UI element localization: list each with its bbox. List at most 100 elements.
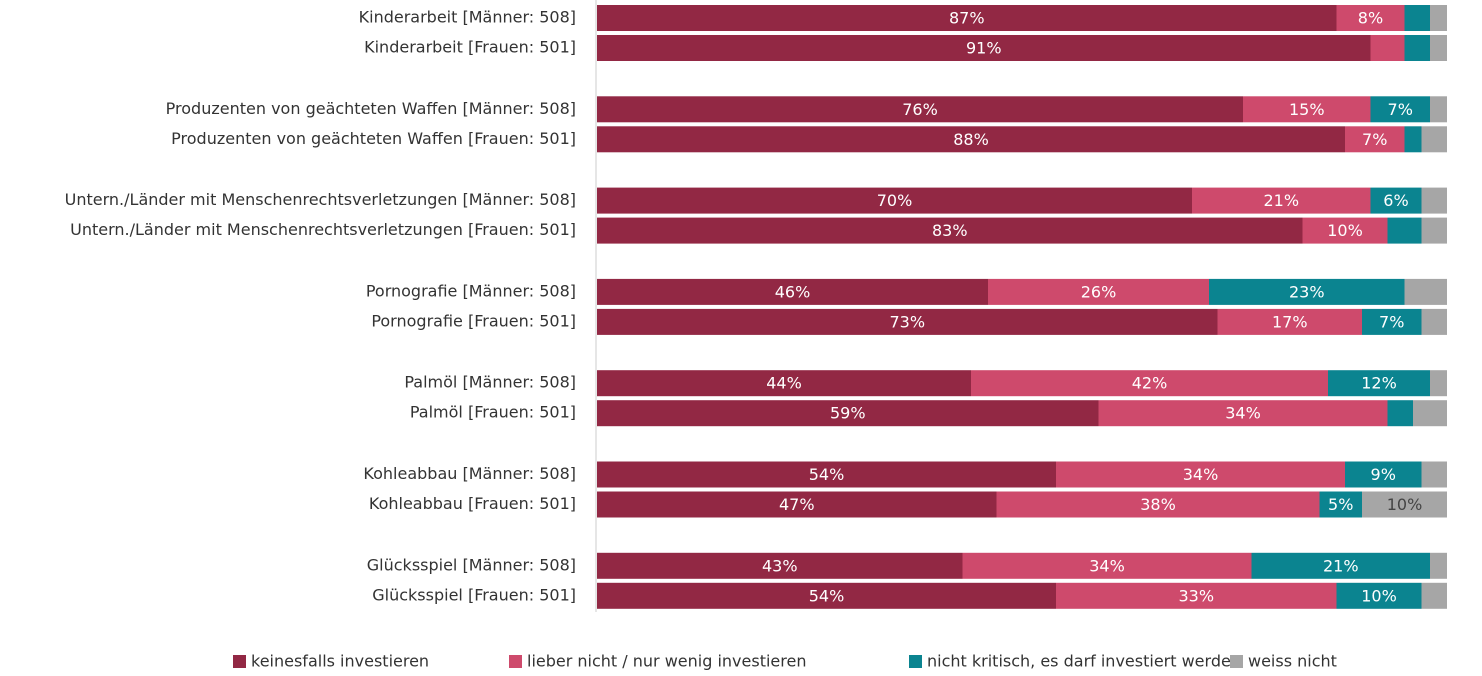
bar-segment: [1192, 187, 1371, 214]
bar-segment: [1251, 552, 1430, 579]
legend-label: lieber nicht / nur wenig investieren: [527, 652, 806, 671]
bar-segment: [597, 187, 1192, 214]
bar-segment: [597, 552, 963, 579]
bar-segment: [1336, 5, 1405, 31]
value-label: 54%: [809, 465, 845, 484]
bar-segment: [597, 96, 1243, 123]
value-label: 70%: [877, 191, 913, 210]
category-label: Kinderarbeit [Männer: 508]: [359, 8, 576, 27]
value-label: 83%: [932, 221, 968, 240]
bar-segment: [1430, 370, 1447, 397]
bar-segment: [971, 370, 1328, 397]
bar-segment: [1319, 491, 1362, 518]
bar-segment: [597, 582, 1056, 609]
bar-segment: [1336, 582, 1422, 609]
bar-segment: [1243, 96, 1371, 123]
bar-segment: [1430, 552, 1447, 579]
value-label: 47%: [779, 495, 815, 514]
value-label: 23%: [1289, 282, 1325, 301]
legend-swatch: [509, 655, 522, 668]
bar-segment: [597, 217, 1303, 244]
bar-segment: [597, 400, 1099, 427]
bar-segment: [1421, 217, 1447, 244]
bar-segment: [1421, 582, 1447, 609]
bar-segment: [1430, 96, 1447, 123]
bar-segment: [1056, 582, 1337, 609]
category-label: Produzenten von geächteten Waffen [Fraue…: [171, 129, 576, 148]
bar-segment: [1345, 461, 1422, 488]
value-label: 76%: [902, 100, 938, 119]
bar-segment: [597, 491, 997, 518]
bar-segment: [1404, 5, 1430, 31]
legend-label: nicht kritisch, es darf investiert werde…: [927, 652, 1241, 671]
value-label: 21%: [1263, 191, 1299, 210]
bar-segment: [1302, 217, 1388, 244]
bar-segment: [597, 461, 1056, 488]
value-label: 91%: [966, 39, 1002, 58]
bar-segment: [1328, 370, 1430, 397]
bar-segment: [1098, 400, 1388, 427]
value-label: 34%: [1225, 404, 1261, 423]
value-label: 21%: [1323, 556, 1359, 575]
value-label: 33%: [1178, 586, 1214, 605]
category-label: Kohleabbau [Männer: 508]: [363, 464, 576, 483]
value-label: 9%: [1371, 465, 1396, 484]
value-label: 34%: [1183, 465, 1219, 484]
value-label: 54%: [809, 586, 845, 605]
bar-segment: [597, 308, 1218, 335]
bar-segment: [1387, 400, 1413, 427]
value-label: 42%: [1132, 374, 1168, 393]
value-label: 59%: [830, 404, 866, 423]
bar-segment: [1430, 5, 1447, 31]
bar-segment: [988, 278, 1209, 305]
value-label: 10%: [1387, 495, 1423, 514]
category-label: Untern./Länder mit Menschenrechtsverletz…: [70, 220, 576, 239]
bar-segment: [962, 552, 1252, 579]
value-label: 88%: [953, 130, 989, 149]
bar-segment: [996, 491, 1320, 518]
category-label: Kinderarbeit [Frauen: 501]: [364, 38, 576, 57]
legend-label: keinesfalls investieren: [251, 652, 429, 671]
bar-segment: [597, 5, 1337, 31]
value-label: 44%: [766, 374, 802, 393]
bar-segment: [1209, 278, 1405, 305]
bar-segment: [1413, 400, 1447, 427]
legend-swatch: [1230, 655, 1243, 668]
bar-segment: [1370, 187, 1422, 214]
bar-segment: [1387, 217, 1422, 244]
value-label: 7%: [1362, 130, 1387, 149]
value-label: 17%: [1272, 312, 1308, 331]
legend-label: weiss nicht: [1248, 652, 1337, 671]
bar-segment: [597, 370, 971, 397]
bar-segment: [1345, 126, 1405, 153]
value-label: 38%: [1140, 495, 1176, 514]
value-label: 10%: [1361, 586, 1397, 605]
value-label: 73%: [889, 312, 925, 331]
bar-segment: [597, 278, 988, 305]
legend-swatch: [233, 655, 246, 668]
bar-segment: [1421, 126, 1447, 153]
bar-segment: [1370, 35, 1405, 61]
value-label: 15%: [1289, 100, 1325, 119]
value-label: 6%: [1383, 191, 1408, 210]
bar-segment: [1217, 308, 1362, 335]
category-label: Palmöl [Frauen: 501]: [410, 403, 576, 422]
value-label: 46%: [775, 282, 811, 301]
category-label: Produzenten von geächteten Waffen [Männe…: [166, 99, 576, 118]
category-label: Palmöl [Männer: 508]: [404, 373, 576, 392]
category-label: Glücksspiel [Frauen: 501]: [372, 585, 576, 604]
bar-segment: [597, 126, 1345, 153]
value-label: 12%: [1361, 374, 1397, 393]
category-label: Kohleabbau [Frauen: 501]: [369, 494, 576, 513]
bar-segment: [1404, 126, 1422, 153]
bar-segment: [1362, 308, 1422, 335]
value-label: 7%: [1388, 100, 1413, 119]
value-label: 10%: [1327, 221, 1363, 240]
value-label: 5%: [1328, 495, 1353, 514]
bar-segment: [1362, 491, 1447, 518]
bar-segment: [1430, 35, 1447, 61]
bar-segment: [1370, 96, 1430, 123]
value-label: 34%: [1089, 556, 1125, 575]
category-label: Pornografie [Männer: 508]: [366, 281, 576, 300]
value-label: 87%: [949, 9, 985, 28]
